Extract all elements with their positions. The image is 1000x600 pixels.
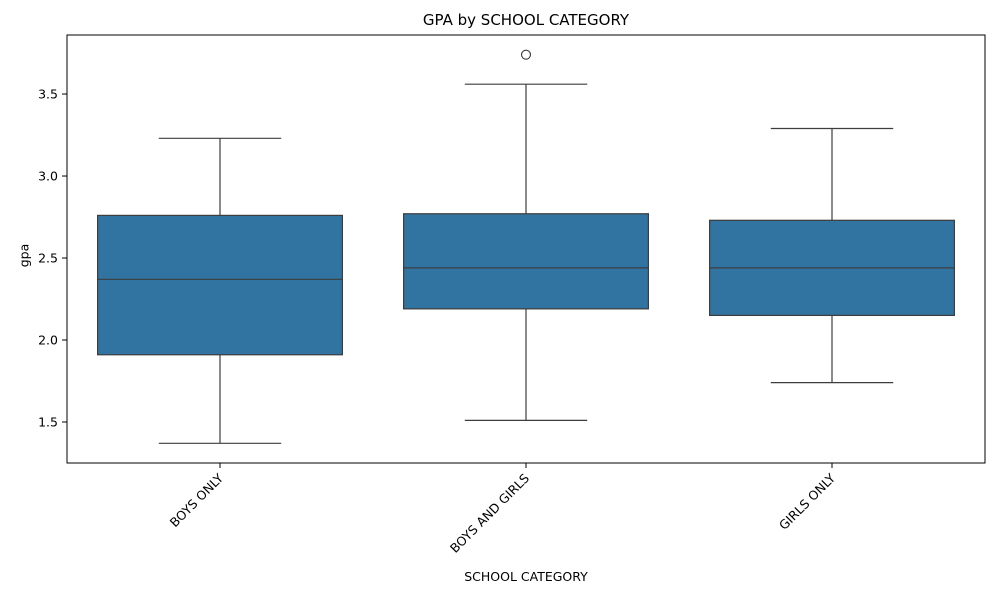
x-tick-label: GIRLS ONLY (776, 470, 839, 533)
y-axis: 1.5 2.0 2.5 3.0 3.5 (38, 87, 67, 430)
y-tick-label: 3.0 (38, 169, 58, 184)
y-tick-label: 1.5 (38, 415, 58, 430)
box-iqr (403, 213, 650, 310)
y-tick-label: 2.5 (38, 251, 58, 266)
x-tick-label: BOYS ONLY (167, 470, 227, 530)
box-group (403, 49, 650, 421)
plot-frame (66, 34, 986, 464)
box-group (708, 127, 955, 384)
chart-title: GPA by SCHOOL CATEGORY (422, 11, 630, 29)
y-axis-label: gpa (16, 243, 32, 268)
x-axis-label: SCHOOL CATEGORY (464, 569, 588, 584)
box-iqr (96, 214, 344, 356)
x-tick-label: BOYS AND GIRLS (447, 470, 532, 555)
y-tick-label: 3.5 (38, 87, 58, 102)
box-group (96, 137, 344, 444)
y-tick-label: 2.0 (38, 333, 58, 348)
outlier-point (520, 49, 532, 60)
x-axis: BOYS ONLY BOYS AND GIRLS GIRLS ONLY (167, 463, 839, 556)
boxes-layer (96, 49, 955, 444)
